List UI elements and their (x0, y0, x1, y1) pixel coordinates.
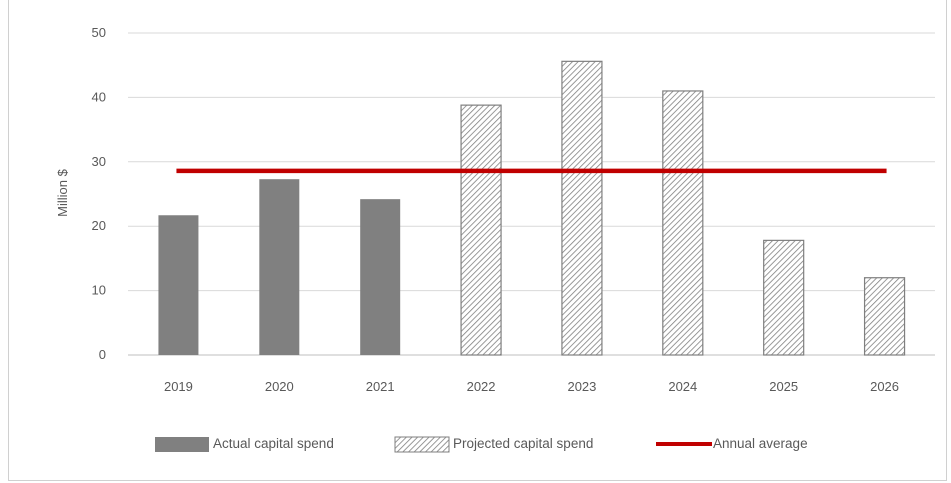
legend-label-average: Annual average (713, 436, 808, 451)
actual-bar-2019 (158, 215, 199, 355)
x-tick-label: 2026 (870, 379, 899, 394)
x-tick-label: 2020 (265, 379, 294, 394)
actual-bar-2021 (360, 199, 401, 355)
bars (158, 60, 906, 356)
y-axis-title: Million $ (55, 168, 70, 216)
legend-swatch-actual (155, 437, 209, 452)
projected-bar-2024 (662, 90, 704, 356)
x-tick-label: 2023 (567, 379, 596, 394)
legend-swatch-projected (394, 436, 450, 453)
y-tick-labels: 0 10 20 30 40 50 (92, 25, 106, 362)
y-tick-label: 40 (92, 89, 106, 104)
legend: Actual capital spend Projected capital s… (155, 436, 808, 453)
x-tick-label: 2022 (467, 379, 496, 394)
projected-bar-2022 (460, 104, 502, 356)
x-tick-label: 2021 (366, 379, 395, 394)
projected-bar-2026 (863, 277, 906, 356)
x-tick-label: 2025 (769, 379, 798, 394)
x-tick-label: 2024 (668, 379, 697, 394)
x-tick-label: 2019 (164, 379, 193, 394)
projected-bar-2023 (561, 60, 603, 356)
legend-label-actual: Actual capital spend (213, 436, 334, 451)
y-tick-label: 50 (92, 25, 106, 40)
y-tick-label: 30 (92, 154, 106, 169)
y-tick-label: 10 (92, 283, 106, 298)
chart-frame (8, 0, 947, 481)
gridlines (128, 32, 935, 356)
x-tick-labels: 2019 2020 2021 2022 2023 2024 2025 2026 (164, 379, 899, 394)
y-tick-label: 20 (92, 218, 106, 233)
legend-label-projected: Projected capital spend (453, 436, 593, 451)
y-tick-label: 0 (99, 347, 106, 362)
actual-bar-2020 (259, 179, 300, 355)
projected-bar-2025 (763, 239, 805, 356)
